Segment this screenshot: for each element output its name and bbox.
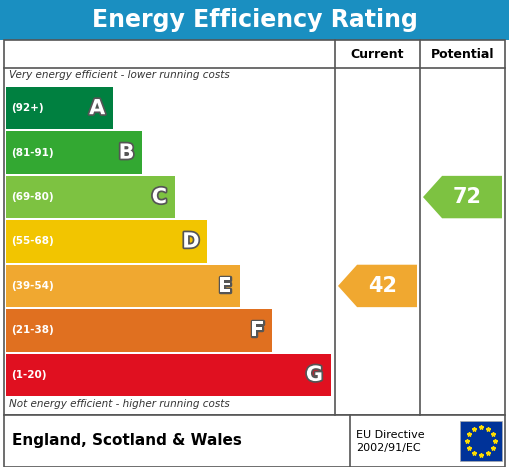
Text: 2002/91/EC: 2002/91/EC bbox=[356, 443, 420, 453]
Bar bbox=[6, 354, 331, 396]
Text: A: A bbox=[89, 98, 105, 118]
Text: England, Scotland & Wales: England, Scotland & Wales bbox=[12, 433, 242, 448]
Text: Current: Current bbox=[351, 48, 404, 61]
Text: F: F bbox=[250, 320, 265, 340]
Text: (55-68): (55-68) bbox=[11, 236, 54, 247]
Polygon shape bbox=[338, 265, 417, 307]
Bar bbox=[6, 131, 143, 174]
Text: Very energy efficient - lower running costs: Very energy efficient - lower running co… bbox=[9, 70, 230, 80]
Text: E: E bbox=[218, 276, 232, 296]
Polygon shape bbox=[423, 176, 502, 218]
Text: 42: 42 bbox=[368, 276, 397, 296]
Text: (1-20): (1-20) bbox=[11, 370, 46, 380]
Text: C: C bbox=[152, 187, 167, 207]
Bar bbox=[6, 265, 240, 307]
Text: Energy Efficiency Rating: Energy Efficiency Rating bbox=[92, 8, 417, 32]
Text: EU Directive: EU Directive bbox=[356, 430, 425, 440]
Text: D: D bbox=[182, 232, 200, 252]
Text: B: B bbox=[119, 142, 134, 163]
Text: (69-80): (69-80) bbox=[11, 192, 53, 202]
Text: (21-38): (21-38) bbox=[11, 325, 54, 335]
Text: (81-91): (81-91) bbox=[11, 148, 53, 158]
Bar bbox=[6, 87, 113, 129]
Bar bbox=[4, 415, 505, 467]
Text: G: G bbox=[306, 365, 323, 385]
Bar bbox=[6, 309, 272, 352]
Bar bbox=[6, 220, 208, 263]
Text: 72: 72 bbox=[453, 187, 482, 207]
Bar bbox=[0, 0, 509, 40]
Text: (39-54): (39-54) bbox=[11, 281, 54, 291]
Text: (92+): (92+) bbox=[11, 103, 44, 113]
Text: Not energy efficient - higher running costs: Not energy efficient - higher running co… bbox=[9, 399, 230, 409]
Text: Potential: Potential bbox=[431, 48, 494, 61]
Bar bbox=[6, 176, 175, 218]
Bar bbox=[4, 40, 505, 415]
Bar bbox=[460, 421, 502, 461]
